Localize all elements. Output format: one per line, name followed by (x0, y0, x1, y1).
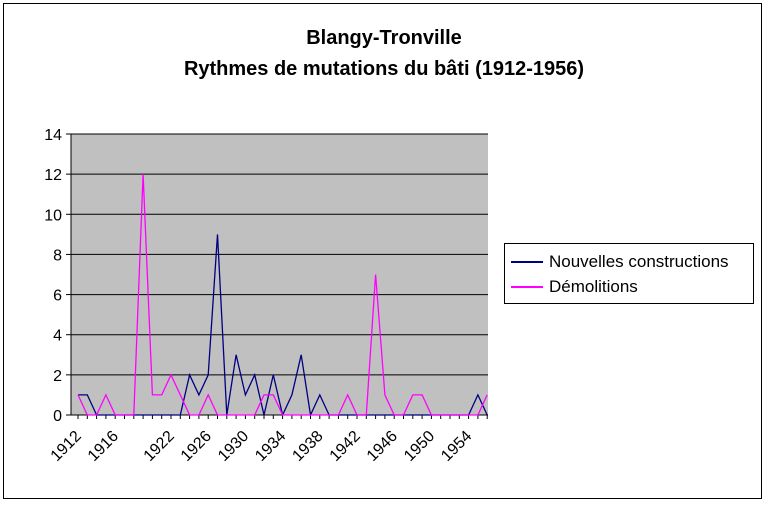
x-axis-ticks: 1912 1916 1922 1926 1930 1934 1938 1942 1946 1950… (48, 415, 488, 465)
y-tick-label: 10 (44, 207, 62, 224)
x-tick-label: 1926 (178, 428, 215, 465)
legend: Nouvelles constructions Démolitions (504, 243, 754, 304)
plot-area (71, 134, 488, 415)
x-tick-label: 1916 (85, 428, 122, 465)
x-tick-label: 1954 (438, 428, 475, 465)
y-tick-label: 8 (53, 247, 62, 264)
y-tick-label: 2 (53, 368, 62, 385)
y-tick-label: 12 (44, 167, 62, 184)
x-tick-label: 1922 (141, 428, 178, 465)
x-tick-label: 1934 (252, 428, 289, 465)
legend-label-demolitions: Démolitions (549, 277, 638, 296)
chart-title: Blangy-Tronville (306, 27, 462, 49)
y-tick-label: 4 (53, 328, 62, 345)
y-tick-label: 0 (53, 408, 62, 425)
x-tick-label: 1938 (289, 428, 326, 465)
x-tick-label: 1912 (48, 428, 85, 465)
y-tick-label: 6 (53, 288, 62, 305)
x-tick-label: 1930 (215, 428, 252, 465)
y-tick-label: 14 (44, 127, 62, 144)
y-axis-ticks: 0 2 4 6 8 10 12 14 (44, 127, 71, 425)
x-tick-label: 1942 (327, 428, 364, 465)
x-tick-label: 1950 (401, 428, 438, 465)
series-line-1 (77, 174, 488, 416)
chart-subtitle: Rythmes de mutations du bâti (1912-1956) (183, 58, 585, 80)
series-lines (77, 174, 488, 418)
x-tick-label: 1946 (364, 428, 401, 465)
legend-item-demolitions: Démolitions (511, 275, 638, 299)
legend-swatch-demolitions (511, 286, 543, 288)
legend-item-nouvelles-constructions: Nouvelles constructions (511, 250, 729, 274)
legend-swatch-nouvelles-constructions (511, 261, 543, 263)
legend-label-nouvelles-constructions: Nouvelles constructions (549, 252, 729, 271)
